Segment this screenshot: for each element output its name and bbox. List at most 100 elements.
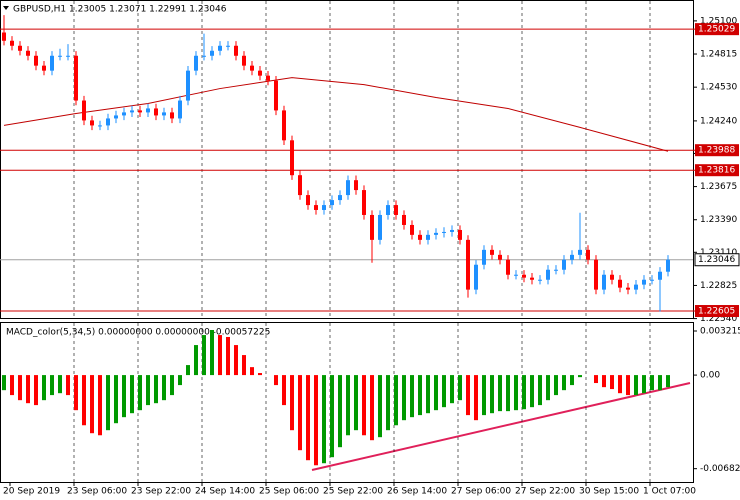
macd-bar	[386, 375, 390, 431]
x-tick-label: 20 Sep 2019	[3, 487, 60, 497]
macd-bar	[242, 355, 246, 376]
candle-body	[402, 214, 406, 225]
candle-body	[290, 140, 294, 176]
macd-bar	[90, 375, 94, 434]
candle-body	[338, 195, 342, 201]
macd-bar	[282, 375, 286, 406]
candle-body	[186, 70, 190, 101]
macd-bar	[10, 375, 14, 396]
candle-body	[610, 274, 614, 280]
candle-body	[306, 195, 310, 206]
candle-body	[354, 180, 358, 191]
candle-body	[234, 45, 238, 56]
macd-bar	[226, 336, 230, 376]
candle-body	[250, 65, 254, 71]
candle-body	[242, 55, 246, 66]
x-tick-label: 23 Sep 06:00	[67, 487, 127, 497]
level-label-box	[695, 305, 739, 318]
moving-average	[3, 77, 669, 152]
macd-bar	[34, 375, 38, 406]
candle-body	[602, 274, 606, 290]
candle-body	[378, 214, 382, 240]
candle-body	[282, 110, 286, 141]
candle-body	[274, 80, 278, 111]
candle-body	[74, 55, 78, 101]
macd-bar	[554, 375, 558, 396]
macd-bar	[466, 375, 470, 416]
candle-body	[658, 271, 662, 280]
y-tick-label: 1.23110	[700, 248, 737, 258]
macd-bar	[418, 375, 422, 416]
macd-bar	[130, 375, 134, 414]
macd-bar	[658, 375, 662, 391]
candle-body	[98, 125, 102, 127]
candle-body	[346, 180, 350, 196]
level-label: 1.23988	[698, 146, 735, 156]
candle-body	[594, 259, 598, 290]
x-tick-label: 24 Sep 14:00	[195, 487, 255, 497]
candle-body	[650, 279, 654, 281]
candle-body	[618, 279, 622, 288]
macd-bar	[474, 375, 478, 421]
macd-bar	[394, 375, 398, 426]
macd-bar	[186, 365, 190, 376]
macd-bar	[306, 375, 310, 461]
menu-icon	[3, 6, 9, 10]
macd-bar	[314, 375, 318, 466]
candle-body	[10, 40, 14, 46]
candle-body	[506, 259, 510, 275]
macd-bar	[18, 375, 22, 401]
macd-bar	[426, 375, 430, 414]
candle-body	[474, 264, 478, 290]
candle-body	[2, 32, 6, 41]
macd-bar	[410, 375, 414, 418]
macd-bar	[546, 375, 550, 401]
x-tick-label: 23 Sep 22:00	[131, 487, 191, 497]
candle-body	[50, 55, 54, 71]
candle-body	[442, 231, 446, 233]
indicator-y-tick-label: 0.00	[700, 371, 720, 381]
candle-body	[634, 284, 638, 290]
x-tick-label: 30 Sep 15:00	[579, 487, 639, 497]
candle-body	[90, 120, 94, 126]
macd-bar	[338, 375, 342, 448]
level-label-box	[695, 164, 739, 177]
macd-bar	[290, 375, 294, 431]
macd-bar	[442, 375, 446, 408]
candle-body	[330, 200, 334, 206]
chart-title: GBPUSD,H1 1.23005 1.23071 1.22991 1.2304…	[13, 5, 227, 15]
macd-bar	[522, 375, 526, 410]
candle-body	[586, 249, 590, 260]
candle-body	[458, 229, 462, 240]
candle-body	[66, 55, 70, 57]
candle-body	[178, 100, 182, 119]
y-tick-label: 1.23390	[700, 215, 737, 225]
macd-bar	[162, 375, 166, 401]
candle-body	[258, 70, 262, 76]
candle-body	[194, 55, 198, 71]
macd-bar	[178, 375, 182, 386]
macd-bar	[402, 375, 406, 421]
macd-bar	[434, 375, 438, 411]
candle-body	[562, 259, 566, 270]
candle-body	[666, 259, 670, 272]
macd-bar	[98, 375, 102, 436]
candle-body	[450, 229, 454, 232]
macd-bar	[602, 375, 606, 388]
macd-bar	[378, 375, 382, 438]
candle-body	[170, 112, 174, 119]
y-tick-label: 1.24240	[700, 116, 737, 126]
candle-body	[202, 55, 206, 57]
candle-body	[122, 112, 126, 116]
y-tick-label: 1.22825	[700, 281, 737, 291]
macd-bar	[514, 375, 518, 411]
x-tick-label: 1 Oct 07:00	[643, 487, 696, 497]
trend-line	[311, 382, 691, 471]
level-label: 1.25029	[698, 25, 735, 35]
macd-bar	[370, 375, 374, 441]
candle-body	[210, 50, 214, 56]
candle-body	[42, 65, 46, 71]
candle-body	[82, 100, 86, 121]
macd-bar	[26, 375, 30, 404]
macd-bar	[506, 375, 510, 412]
